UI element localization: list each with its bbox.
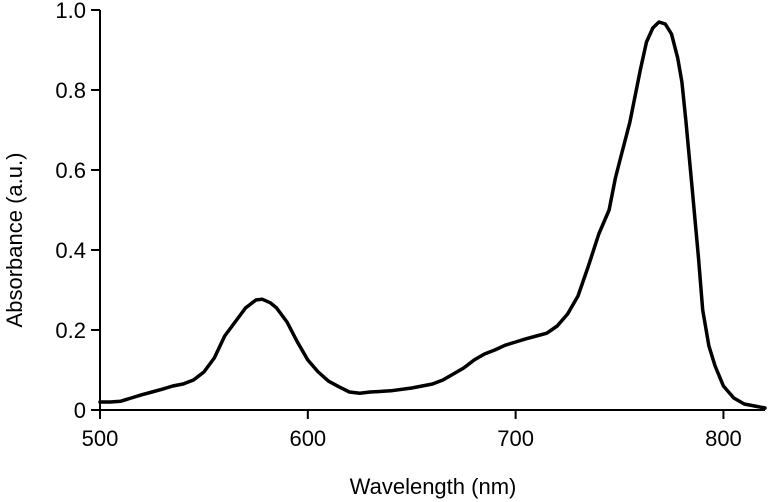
absorbance-series-line [98, 20, 767, 410]
y-axis-title: Absorbance (a.u.) [2, 153, 27, 328]
axes [99, 10, 765, 411]
x-tick-label: 600 [289, 426, 326, 451]
y-tick-label: 0 [74, 398, 86, 423]
x-tick-label: 500 [82, 426, 119, 451]
ticks: 500 600 700 800 0 0.2 0.4 0.6 0.8 1.0 [55, 0, 741, 451]
data-series [98, 20, 767, 410]
y-tick-label: 0.6 [55, 158, 86, 183]
x-tick-label: 700 [497, 426, 534, 451]
y-tick-label: 0.4 [55, 238, 86, 263]
x-tick-label: 800 [705, 426, 742, 451]
y-tick-label: 0.2 [55, 318, 86, 343]
y-tick-label: 1.0 [55, 0, 86, 23]
x-axis-title: Wavelength (nm) [350, 474, 517, 499]
y-tick-label: 0.8 [55, 78, 86, 103]
